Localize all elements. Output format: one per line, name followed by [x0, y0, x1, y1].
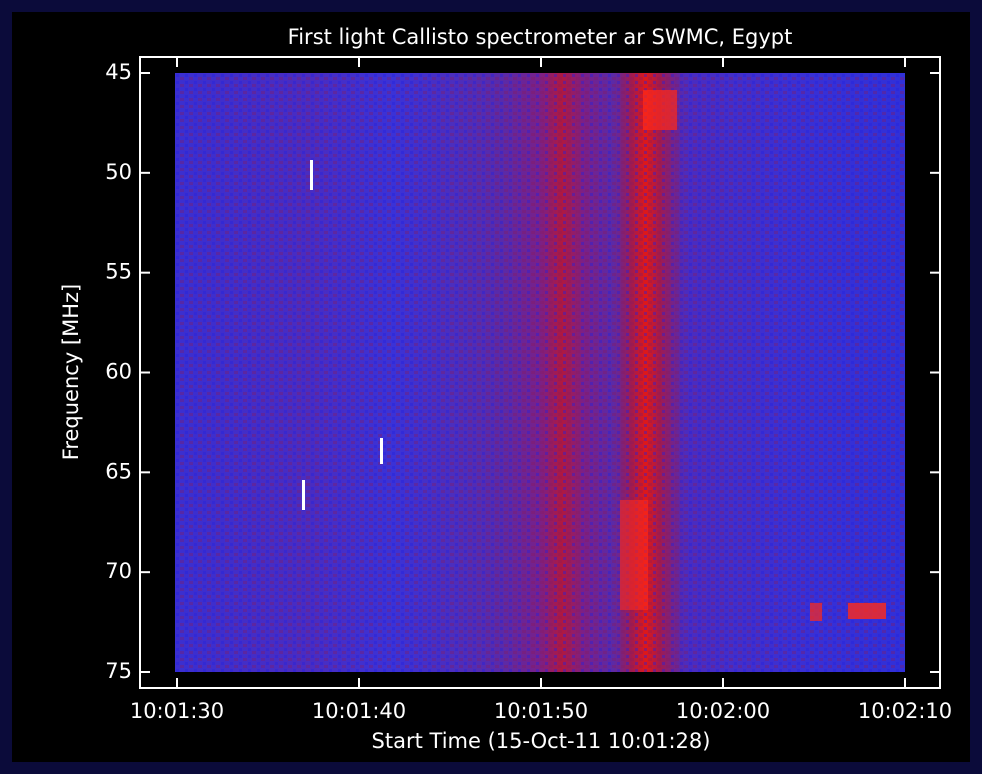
burst-patch — [620, 500, 648, 610]
burst-patch — [643, 90, 677, 130]
y-axis-label: Frequency [MHz] — [59, 284, 83, 460]
y-tick-label: 50 — [105, 160, 132, 184]
x-axis-label: Start Time (15-Oct-11 10:01:28) — [372, 729, 711, 753]
y-tick-label: 60 — [105, 360, 132, 384]
chart-title: First light Callisto spectrometer ar SWM… — [288, 25, 793, 49]
spike — [380, 438, 383, 464]
spectrogram — [175, 73, 905, 672]
burst-patch — [810, 603, 822, 621]
burst-patch — [848, 603, 886, 619]
y-tick-label: 75 — [105, 659, 132, 683]
y-tick-label: 55 — [105, 260, 132, 284]
x-tick-label: 10:01:50 — [494, 699, 588, 723]
x-tick-label: 10:02:00 — [676, 699, 770, 723]
x-tick-label: 10:01:40 — [312, 699, 406, 723]
spectrum-texture — [175, 73, 905, 672]
y-tick-label: 45 — [105, 60, 132, 84]
spike — [310, 160, 313, 190]
y-tick-label: 65 — [105, 459, 132, 483]
spike — [302, 480, 305, 510]
x-tick-label: 10:02:10 — [858, 699, 952, 723]
x-tick-label: 10:01:30 — [130, 699, 224, 723]
y-tick-label: 70 — [105, 559, 132, 583]
